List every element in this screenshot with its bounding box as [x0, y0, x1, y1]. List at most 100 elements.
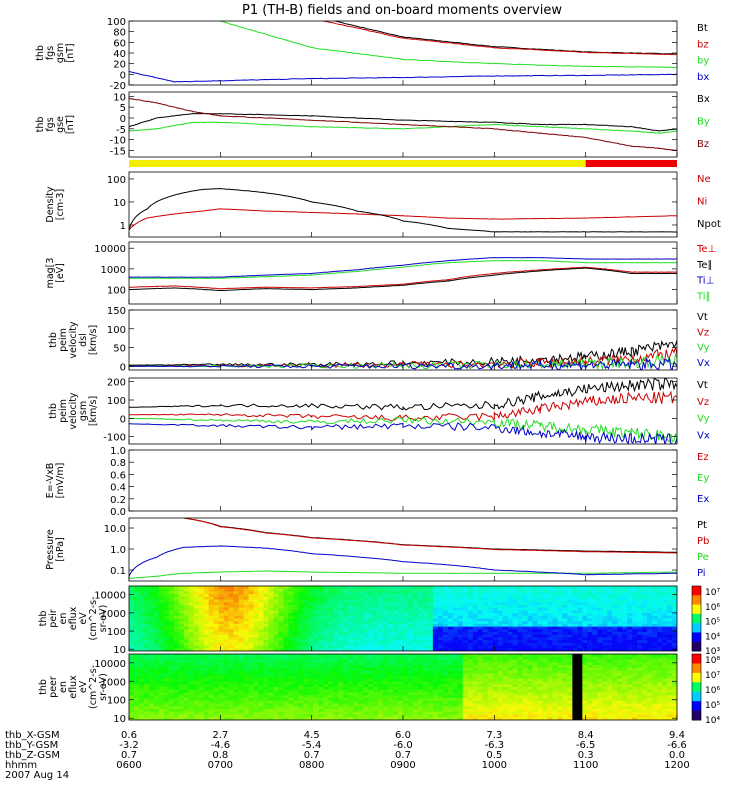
ephemeris-label: thb_X-GSM: [5, 730, 60, 741]
y-axis-label: peim: [58, 399, 69, 423]
y-axis-label: thb: [35, 117, 46, 133]
y-tick-label: 10: [113, 714, 126, 725]
ephemeris-value: 0800: [299, 760, 324, 771]
ephemeris-value: 9.4: [669, 730, 685, 741]
panel-6: 200 100 0 -100 thb peim velocity gsm [km/s] Vt Vz V…: [48, 377, 710, 445]
panel-3: 100 10 1 Density [cm-3] Ne Ni Npot: [45, 171, 721, 238]
ephemeris-value: 0.7: [304, 750, 320, 761]
ephemeris-value: 0.6: [121, 730, 137, 741]
y-tick-label: 0.4: [110, 483, 126, 494]
series-pt: [183, 518, 677, 553]
legend-vx: Vx: [697, 358, 710, 369]
legend-vy: Vy: [697, 414, 710, 425]
y-tick-label: 10000: [94, 244, 126, 255]
y-tick-label: 10: [113, 645, 126, 656]
y-tick-label: 10000: [94, 591, 126, 602]
ephemeris-value: 8.4: [578, 730, 594, 741]
y-tick-label: -5: [116, 125, 126, 136]
series-vx: [129, 422, 677, 444]
y-axis-label: peir: [48, 609, 59, 628]
ephemeris-label: thb_Y-GSM: [5, 740, 58, 751]
y-tick-label: 0: [120, 414, 126, 425]
legend-vz: Vz: [697, 397, 709, 408]
y-tick-label: 200: [107, 378, 126, 389]
ephemeris-value: 1200: [664, 760, 689, 771]
ephemeris-value: -5.4: [302, 740, 322, 751]
colorbar-9: 10⁷ 10⁶ 10⁵ 10⁴ 10³: [691, 585, 720, 657]
series-vz: [129, 390, 677, 422]
ephemeris-value: -6.5: [576, 740, 596, 751]
series-ni: [129, 208, 677, 231]
colorbar-tick: 10⁷: [705, 671, 720, 681]
colorbar-tick: 10⁶: [705, 686, 720, 696]
ephemeris-value: 0600: [116, 760, 141, 771]
y-tick-label: 100: [107, 696, 126, 707]
y-axis-label: (cm^2-s-: [88, 597, 99, 641]
legend-ni: Ni: [697, 197, 707, 208]
y-axis-label: velocity: [68, 392, 79, 430]
y-axis-label: peim: [58, 328, 69, 352]
ephemeris-value: 0.3: [578, 750, 594, 761]
y-tick-label: -20: [110, 81, 126, 92]
ephemeris-label: 2007 Aug 14: [5, 770, 69, 781]
legend-te∥: Te∥: [696, 260, 713, 271]
ephemeris-value: 1000: [482, 760, 507, 771]
colorbar-10: 10⁸ 10⁷ 10⁶ 10⁵ 10⁴: [691, 653, 720, 726]
colorbar-tick: 10³: [705, 647, 720, 657]
y-tick-label: 10: [113, 198, 126, 209]
y-axis-label: [nT]: [65, 43, 76, 62]
series-vt: [129, 378, 677, 411]
ephemeris-value: 4.5: [304, 730, 320, 741]
y-tick-label: 1000: [101, 265, 126, 276]
y-tick-label: 80: [113, 28, 126, 39]
y-tick-label: 5: [120, 103, 126, 114]
y-axis-label: eflux: [68, 606, 79, 630]
y-tick-label: 50: [113, 344, 126, 355]
y-axis-label: E=-VxB: [45, 463, 56, 498]
y-axis-label: fgs: [45, 117, 56, 131]
legend-te⊥: Te⊥: [696, 244, 716, 255]
y-axis-label: eV: [78, 612, 89, 625]
y-axis-label: [cm-3]: [55, 189, 66, 220]
y-axis-label: [eV]: [55, 263, 66, 283]
y-tick-label: 1000: [101, 609, 126, 620]
series-te⊥: [129, 266, 677, 290]
legend-pe: Pe: [697, 552, 709, 563]
ephemeris-value: 0900: [390, 760, 415, 771]
y-tick-label: 1000: [101, 677, 126, 688]
ephemeris-value: -6.3: [485, 740, 505, 751]
legend-bz: bz: [697, 39, 709, 50]
y-tick-label: 10: [113, 92, 126, 103]
ephemeris-value: 0.7: [121, 750, 137, 761]
ephemeris-value: 0.7: [395, 750, 411, 761]
y-axis-label: peer: [48, 676, 59, 698]
y-tick-label: 60: [113, 38, 126, 49]
series-bx: [129, 112, 677, 132]
y-axis-label: [nPa]: [55, 537, 66, 562]
y-axis-label: sr-eV): [98, 673, 109, 701]
y-axis-label: eV: [78, 680, 89, 693]
y-tick-label: 100: [107, 175, 126, 186]
y-tick-label: 0.2: [110, 495, 126, 506]
y-axis-label: en: [58, 681, 69, 693]
y-tick-label: 10000: [94, 659, 126, 670]
ephemeris-value: -6.0: [393, 740, 413, 751]
series-pb: [183, 518, 677, 554]
y-tick-label: 100: [107, 17, 126, 28]
y-axis-label: mag[3: [45, 258, 56, 289]
legend-vt: Vt: [697, 312, 708, 323]
y-tick-label: 0.8: [110, 458, 126, 469]
y-tick-label: 100: [107, 325, 126, 336]
series-ti⊥: [129, 256, 677, 278]
ephemeris-value: 7.3: [486, 730, 502, 741]
legend-ey: Ey: [697, 473, 709, 484]
panel-10: 10⁸ 10⁷ 10⁶ 10⁵ 10⁴ 10000 1000 100 10 thb peer en ef…: [38, 653, 720, 726]
y-axis-label: thb: [38, 611, 49, 627]
series-bx: [129, 71, 677, 83]
legend-bt: Bt: [697, 23, 708, 34]
y-tick-label: 1: [120, 221, 126, 232]
y-tick-label: 0.0: [110, 507, 126, 518]
y-tick-label: 10.0: [104, 524, 126, 535]
